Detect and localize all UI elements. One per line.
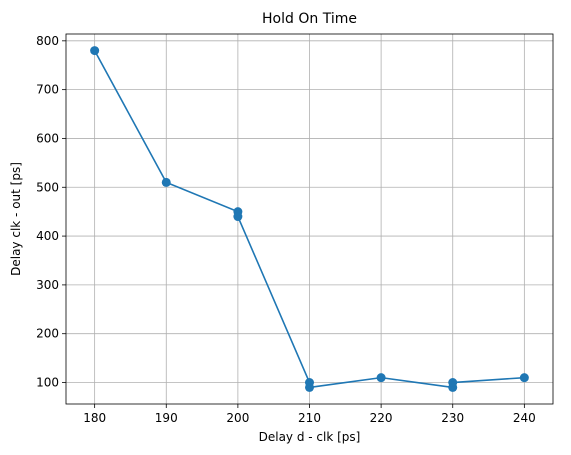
x-tick-label: 230 [441,411,464,425]
x-axis-label: Delay d - clk [ps] [259,430,361,444]
data-point [376,373,386,383]
x-tick-label: 180 [83,411,106,425]
x-tick-label: 220 [370,411,393,425]
data-point [519,373,529,383]
plot-area [90,46,529,392]
y-tick-label: 400 [36,229,59,243]
data-point [305,382,314,392]
chart-title: Hold On Time [262,11,357,27]
grid [66,34,553,404]
y-axis: 100 200 300 400 500 600 700 800 [36,34,66,390]
data-point [161,177,171,187]
y-tick-label: 300 [36,278,59,292]
y-tick-label: 500 [36,180,59,194]
y-tick-label: 600 [36,131,59,145]
x-axis: 180 190 200 210 220 230 240 [83,404,536,425]
x-tick-label: 240 [513,411,536,425]
x-tick-label: 210 [298,411,321,425]
x-tick-label: 190 [155,411,178,425]
y-tick-label: 100 [36,376,59,390]
data-point [448,378,458,388]
data-point [233,212,243,222]
data-point [90,46,100,56]
y-tick-label: 700 [36,83,59,97]
y-axis-label: Delay clk - out [ps] [9,162,23,276]
y-tick-label: 200 [36,327,59,341]
y-tick-label: 800 [36,34,59,48]
x-tick-label: 200 [226,411,249,425]
